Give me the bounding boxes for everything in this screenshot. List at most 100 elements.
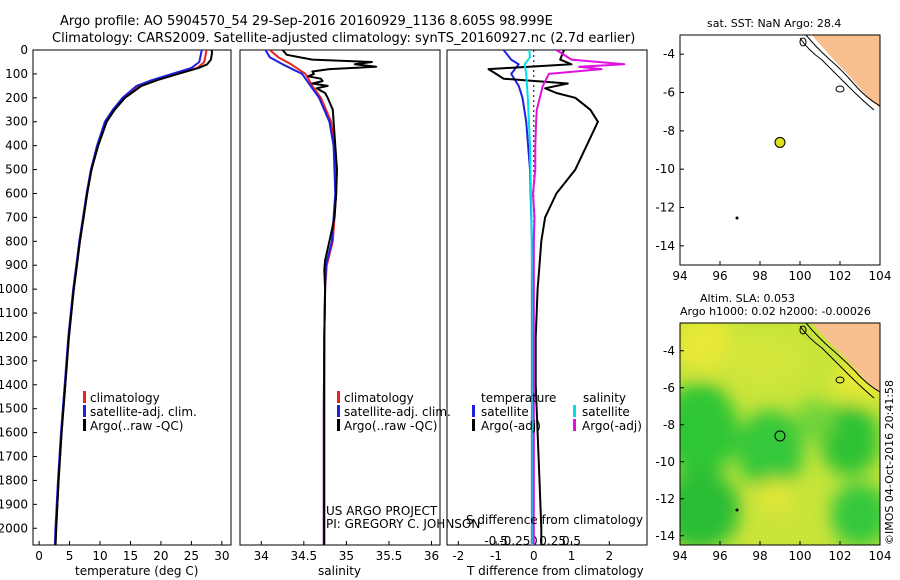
depth-tick-label: 1500	[0, 402, 28, 416]
map-lon-label: 96	[712, 549, 727, 563]
legend-swatch-s-satellite	[573, 405, 576, 417]
map-lat-label: -6	[663, 381, 675, 395]
map-lat-label: -10	[655, 162, 675, 176]
map-lon-label: 100	[789, 269, 812, 283]
s-tick-label: -0.5	[484, 534, 507, 548]
legend-swatch-satellite	[337, 405, 340, 417]
x-tick-label: 36	[424, 549, 439, 563]
sla-map-subtitle: Argo h1000: 0.02 h2000: -0.00026	[680, 305, 871, 318]
map-lon-label: 100	[789, 549, 812, 563]
depth-tick-label: 1900	[0, 497, 28, 511]
island-dot	[735, 216, 739, 220]
salinity-legend: climatology satellite-adj. clim. Argo(..…	[337, 391, 451, 433]
legend-swatch-climatology	[337, 391, 340, 403]
legend-label-t-argo: Argo(-adj)	[481, 419, 541, 433]
difference-legend: temperature satellite Argo(-adj) salinit…	[472, 391, 642, 433]
island	[835, 376, 845, 384]
sla-field	[680, 323, 880, 545]
sla-map-title: Altim. SLA: 0.053	[700, 292, 795, 305]
depth-tick-label: 1100	[0, 306, 28, 320]
sla-map-area	[680, 323, 880, 545]
imos-credit: ©IMOS 04-Oct-2016 20:41:58	[883, 380, 896, 545]
x-tick-label: 20	[153, 549, 168, 563]
sla-map-ticks: 94 96 98 100 102 104 -4 -6 -8 -10 -12 -14	[655, 344, 891, 563]
map-lat-label: -14	[655, 239, 675, 253]
sst-map-ticks: 94 96 98 100 102 104 -4 -6 -8 -10 -12 -14	[655, 47, 891, 283]
depth-tick-label: 700	[5, 210, 28, 224]
temperature-axes	[32, 49, 232, 546]
legend-label-satellite: satellite-adj. clim.	[90, 405, 197, 419]
difference-xlabel-s: S difference from climatology	[466, 513, 643, 527]
coastline-offshore	[799, 37, 875, 111]
map-lat-label: -8	[663, 418, 675, 432]
x-tick-label: 5	[66, 549, 74, 563]
legend-swatch-s-argo	[573, 419, 576, 431]
island	[835, 85, 845, 93]
series-line-climatology	[54, 50, 208, 545]
depth-tick-label: 600	[5, 186, 28, 200]
series-line-argo-raw-qc-	[54, 50, 214, 545]
sla-map-panel: Altim. SLA: 0.053 Argo h1000: 0.02 h2000…	[655, 292, 891, 563]
argo-float-marker	[774, 430, 786, 442]
map-lat-label: -4	[663, 47, 675, 61]
legend-label-s-argo: Argo(-adj)	[582, 419, 642, 433]
difference-xlabel-t: T difference from climatology	[466, 564, 644, 578]
x-tick-label: 0	[530, 549, 538, 563]
legend-title-temperature: temperature	[481, 391, 556, 405]
s-tick-label: 0.25	[539, 534, 566, 548]
x-tick-label: 1	[568, 549, 576, 563]
series-line-argo-raw-qc-	[281, 50, 378, 545]
depth-tick-label: 1600	[0, 426, 28, 440]
map-lon-label: 104	[869, 549, 892, 563]
map-lat-label: -14	[655, 529, 675, 543]
series-line-satellite-adj-clim-	[53, 50, 203, 545]
depth-tick-label: 1300	[0, 354, 28, 368]
island-dot	[735, 508, 739, 512]
legend-label-t-satellite: satellite	[481, 405, 529, 419]
legend-label-climatology: climatology	[90, 391, 160, 405]
temperature-series	[53, 50, 214, 545]
legend-swatch-satellite	[83, 405, 86, 417]
x-tick-label: 34	[254, 549, 269, 563]
temperature-x-ticks: 0 5 10 15 20 25 30	[35, 541, 230, 563]
map-lon-label: 94	[672, 549, 687, 563]
map-lat-label: -6	[663, 86, 675, 100]
figure-title-line2: Climatology: CARS2009. Satellite-adjuste…	[52, 31, 635, 46]
series-line-t-argo-adj-	[487, 50, 599, 545]
map-lat-label: -4	[663, 344, 675, 358]
sst-map-panel: sat. SST: NaN Argo: 28.4 94 96 98 100 102 104…	[655, 17, 891, 283]
x-tick-label: 35.5	[376, 549, 403, 563]
figure-title-line1: Argo profile: AO 5904570_54 29-Sep-2016 …	[60, 14, 553, 29]
legend-label-argo: Argo(..raw -QC)	[344, 419, 437, 433]
legend-label-satellite: satellite-adj. clim.	[344, 405, 451, 419]
coastline	[805, 35, 880, 107]
salinity-x-ticks: 34 34.5 35 35.5 36	[254, 541, 439, 563]
temperature-legend: climatology satellite-adj. clim. Argo(..…	[83, 391, 197, 433]
x-tick-label: -1	[490, 549, 502, 563]
coastline-offshore	[799, 325, 875, 399]
temperature-panel: 0100200300400500600700800900100011001200…	[0, 43, 232, 578]
depth-tick-label: 900	[5, 258, 28, 272]
sst-map-frame	[679, 34, 881, 266]
x-tick-label: 30	[214, 549, 229, 563]
coastline	[805, 323, 880, 393]
x-tick-label: 34.5	[290, 549, 317, 563]
temperature-xlabel: temperature (deg C)	[75, 564, 198, 578]
land-sumatra	[812, 35, 880, 108]
depth-tick-label: 2000	[0, 521, 28, 535]
legend-swatch-climatology	[83, 391, 86, 403]
difference-axes	[446, 49, 648, 546]
sla-map-frame	[679, 322, 881, 546]
sst-map-area	[680, 35, 880, 265]
x-tick-label: 25	[184, 549, 199, 563]
legend-swatch-argo	[337, 419, 340, 431]
depth-tick-label: 1200	[0, 330, 28, 344]
map-lon-label: 98	[752, 549, 767, 563]
map-lon-label: 102	[829, 269, 852, 283]
sst-map-title: sat. SST: NaN Argo: 28.4	[707, 17, 841, 30]
series-line-climatology	[269, 50, 338, 545]
depth-tick-label: 0	[20, 43, 28, 57]
depth-tick-label: 1400	[0, 378, 28, 392]
map-lon-label: 94	[672, 269, 687, 283]
